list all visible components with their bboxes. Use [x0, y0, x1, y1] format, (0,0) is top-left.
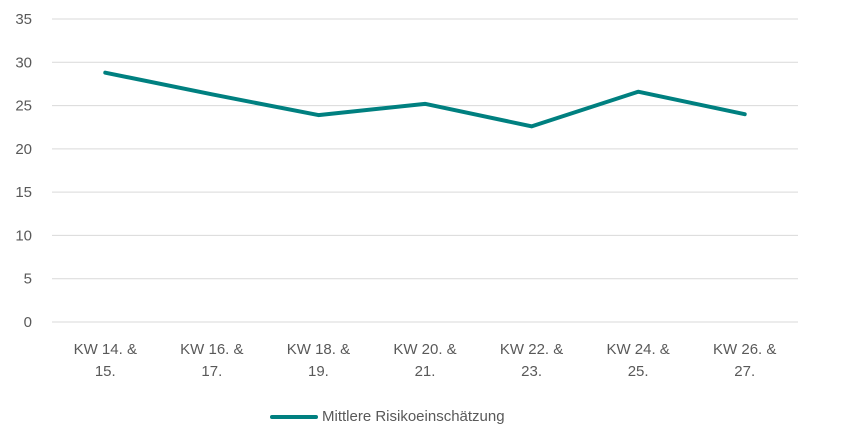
- x-tick-label: KW 16. &: [180, 341, 243, 358]
- y-tick-label: 5: [24, 271, 32, 288]
- x-tick-label: 15.: [95, 363, 116, 380]
- y-tick-label: 15: [15, 184, 32, 201]
- x-tick-label: KW 20. &: [393, 341, 456, 358]
- y-tick-label: 10: [15, 227, 32, 244]
- y-tick-label: 25: [15, 98, 32, 115]
- x-tick-label: 27.: [734, 363, 755, 380]
- x-tick-label: KW 18. &: [287, 341, 350, 358]
- y-tick-label: 30: [15, 54, 32, 71]
- x-tick-label: KW 26. &: [713, 341, 776, 358]
- legend-swatch: [270, 414, 318, 419]
- legend: Mittlere Risikoeinschätzung: [270, 408, 505, 425]
- y-tick-label: 20: [15, 141, 32, 158]
- legend-label: Mittlere Risikoeinschätzung: [322, 408, 505, 425]
- x-tick-label: KW 14. &: [74, 341, 137, 358]
- y-tick-label: 0: [24, 314, 32, 331]
- x-tick-label: 21.: [415, 363, 436, 380]
- x-tick-label: 23.: [521, 363, 542, 380]
- y-tick-label: 35: [15, 11, 32, 28]
- x-tick-label: KW 24. &: [606, 341, 669, 358]
- x-tick-label: 19.: [308, 363, 329, 380]
- x-tick-label: 17.: [201, 363, 222, 380]
- series-line: [103, 70, 747, 129]
- x-tick-label: KW 22. &: [500, 341, 563, 358]
- x-tick-label: 25.: [628, 363, 649, 380]
